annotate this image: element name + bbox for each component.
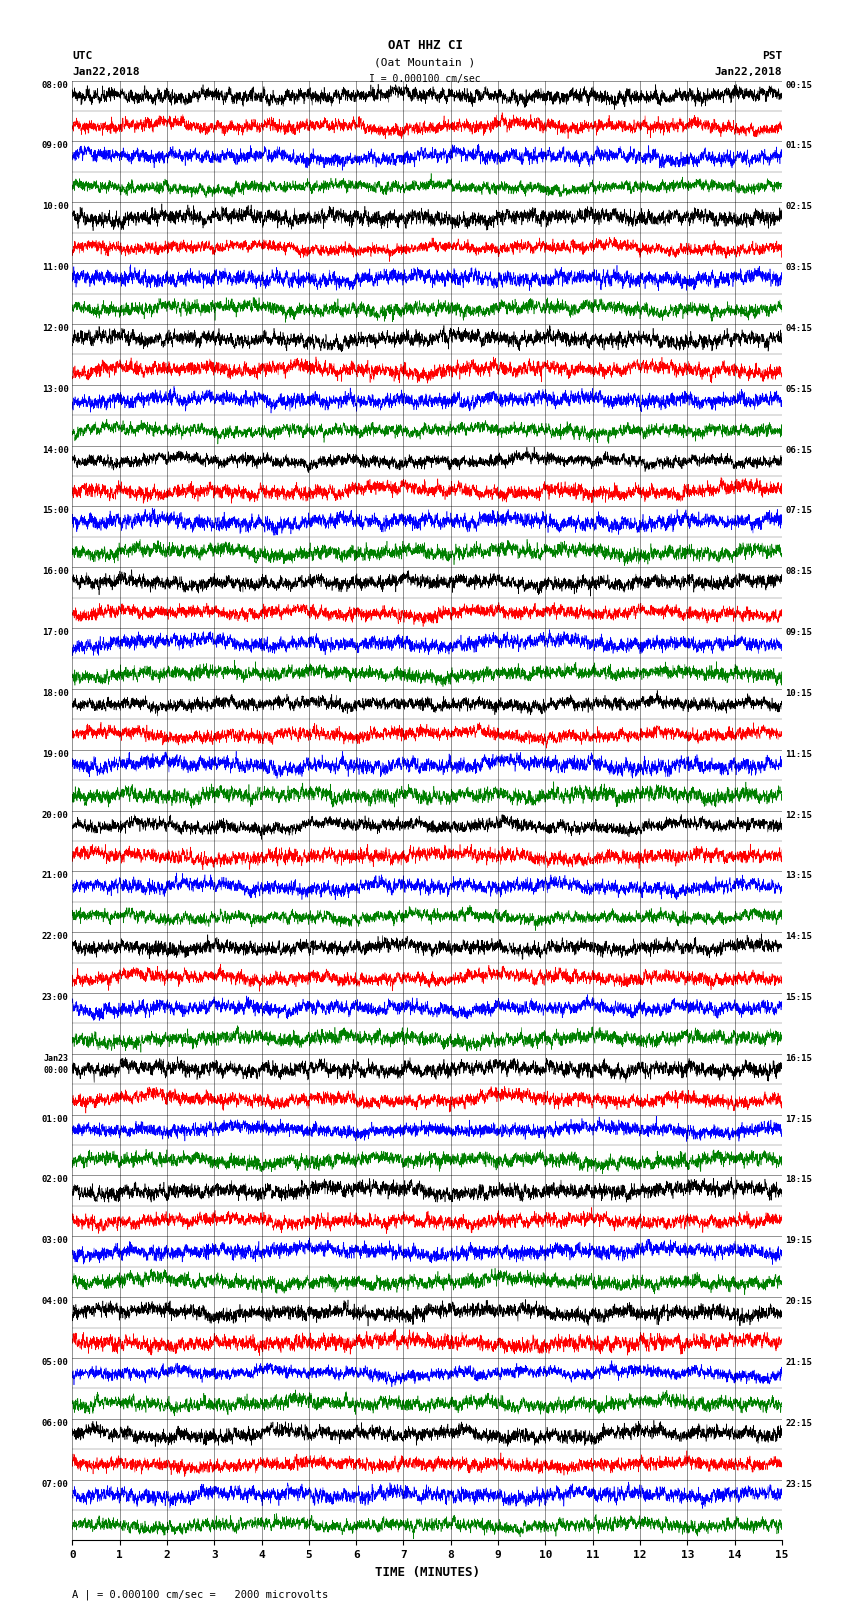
Text: 11:00: 11:00 <box>42 263 69 273</box>
Text: 14:00: 14:00 <box>42 445 69 455</box>
Text: 15:00: 15:00 <box>42 506 69 516</box>
Text: PST: PST <box>762 52 782 61</box>
Text: 16:00: 16:00 <box>42 568 69 576</box>
Text: 09:15: 09:15 <box>785 627 813 637</box>
Text: 21:15: 21:15 <box>785 1358 813 1366</box>
Text: 20:00: 20:00 <box>42 810 69 819</box>
Text: 08:15: 08:15 <box>785 568 813 576</box>
Text: 19:15: 19:15 <box>785 1236 813 1245</box>
Text: 05:00: 05:00 <box>42 1358 69 1366</box>
Text: 06:15: 06:15 <box>785 445 813 455</box>
Text: Jan23: Jan23 <box>43 1053 69 1063</box>
Text: 05:15: 05:15 <box>785 386 813 394</box>
Text: 22:00: 22:00 <box>42 932 69 940</box>
Text: 07:00: 07:00 <box>42 1479 69 1489</box>
Text: 17:00: 17:00 <box>42 627 69 637</box>
Text: 04:15: 04:15 <box>785 324 813 332</box>
Text: 01:15: 01:15 <box>785 142 813 150</box>
Text: 06:00: 06:00 <box>42 1419 69 1428</box>
Text: I = 0.000100 cm/sec: I = 0.000100 cm/sec <box>369 74 481 84</box>
Text: 18:00: 18:00 <box>42 689 69 698</box>
Text: OAT HHZ CI: OAT HHZ CI <box>388 39 462 52</box>
Text: 00:15: 00:15 <box>785 81 813 90</box>
Text: 15:15: 15:15 <box>785 994 813 1002</box>
Text: A | = 0.000100 cm/sec =   2000 microvolts: A | = 0.000100 cm/sec = 2000 microvolts <box>72 1589 328 1600</box>
Text: UTC: UTC <box>72 52 93 61</box>
Text: 01:00: 01:00 <box>42 1115 69 1124</box>
Text: 22:15: 22:15 <box>785 1419 813 1428</box>
Text: 16:15: 16:15 <box>785 1053 813 1063</box>
Text: 20:15: 20:15 <box>785 1297 813 1307</box>
Text: 03:15: 03:15 <box>785 263 813 273</box>
Text: Jan22,2018: Jan22,2018 <box>715 68 782 77</box>
X-axis label: TIME (MINUTES): TIME (MINUTES) <box>375 1566 479 1579</box>
Text: 18:15: 18:15 <box>785 1176 813 1184</box>
Text: 02:00: 02:00 <box>42 1176 69 1184</box>
Text: 17:15: 17:15 <box>785 1115 813 1124</box>
Text: 10:15: 10:15 <box>785 689 813 698</box>
Text: 14:15: 14:15 <box>785 932 813 940</box>
Text: 23:00: 23:00 <box>42 994 69 1002</box>
Text: 21:00: 21:00 <box>42 871 69 881</box>
Text: 10:00: 10:00 <box>42 202 69 211</box>
Text: 12:00: 12:00 <box>42 324 69 332</box>
Text: 19:00: 19:00 <box>42 750 69 758</box>
Text: 09:00: 09:00 <box>42 142 69 150</box>
Text: 00:00: 00:00 <box>43 1066 69 1074</box>
Text: 12:15: 12:15 <box>785 810 813 819</box>
Text: 13:00: 13:00 <box>42 386 69 394</box>
Text: 13:15: 13:15 <box>785 871 813 881</box>
Text: Jan22,2018: Jan22,2018 <box>72 68 139 77</box>
Text: 23:15: 23:15 <box>785 1479 813 1489</box>
Text: 03:00: 03:00 <box>42 1236 69 1245</box>
Text: 07:15: 07:15 <box>785 506 813 516</box>
Text: (Oat Mountain ): (Oat Mountain ) <box>374 58 476 68</box>
Text: 08:00: 08:00 <box>42 81 69 90</box>
Text: 04:00: 04:00 <box>42 1297 69 1307</box>
Text: 11:15: 11:15 <box>785 750 813 758</box>
Text: 02:15: 02:15 <box>785 202 813 211</box>
